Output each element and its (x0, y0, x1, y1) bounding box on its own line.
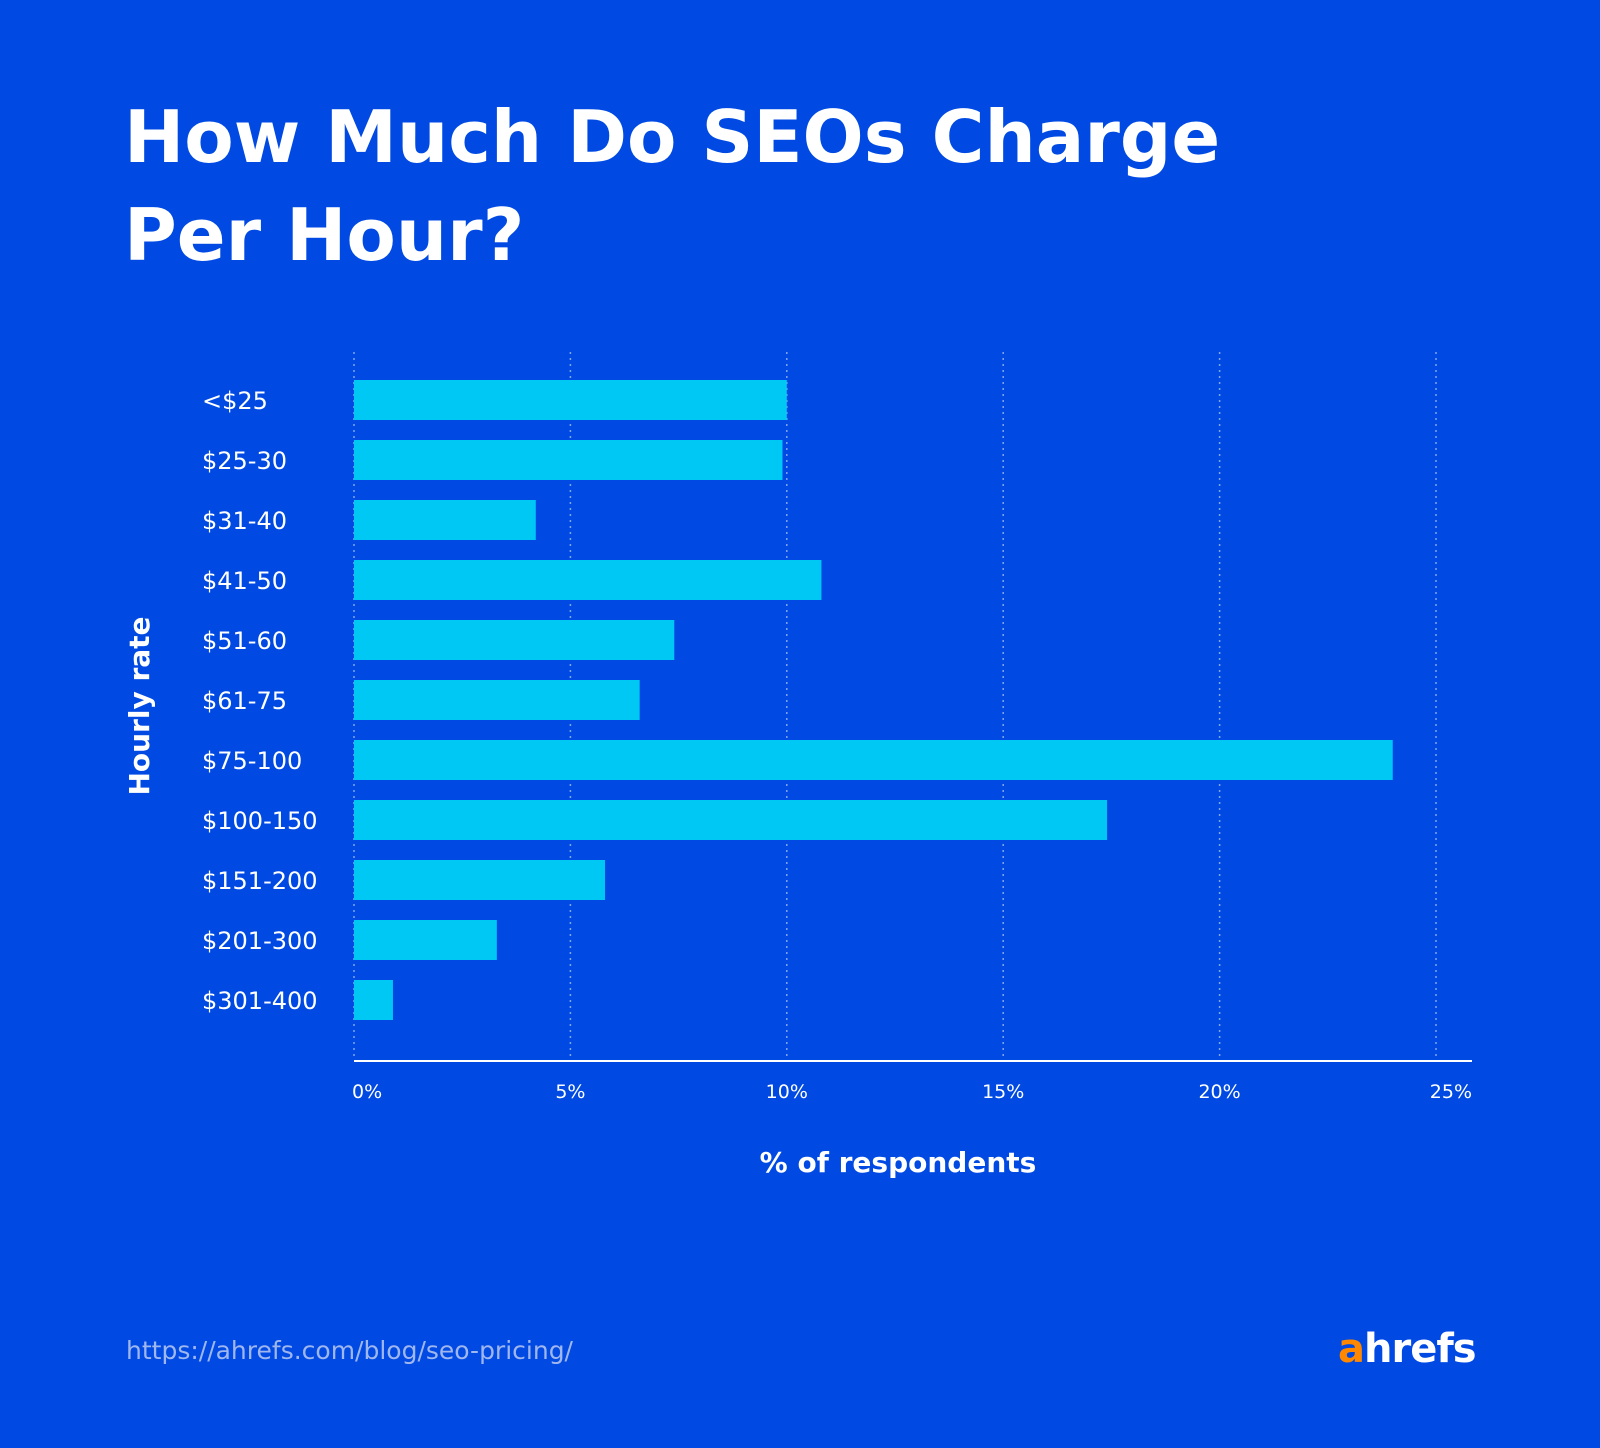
bar (354, 560, 822, 600)
bar (354, 380, 787, 420)
category-label: $61-75 (202, 687, 287, 715)
category-label: $31-40 (202, 507, 287, 535)
category-label: $41-50 (202, 567, 287, 595)
bar (354, 980, 393, 1020)
bar (354, 860, 606, 900)
x-tick-label: 5% (555, 1081, 585, 1103)
logo-wordmark: hrefs (1364, 1326, 1477, 1372)
chart-title: How Much Do SEOs Charge Per Hour? (124, 95, 1221, 277)
category-label: $151-200 (202, 867, 318, 895)
x-tick-label: 0% (352, 1081, 382, 1103)
category-label: $25-30 (202, 447, 287, 475)
bar (354, 920, 497, 960)
x-tick-label: 10% (766, 1081, 808, 1103)
category-label: $75-100 (202, 747, 302, 775)
category-labels: <$25 $25-30 $31-40 $41-50 $51-60 $61-75 $75-10… (202, 387, 318, 1015)
logo-accent-letter: a (1338, 1326, 1365, 1372)
bars (354, 380, 1393, 1020)
bar (354, 800, 1108, 840)
x-tick-label: 25% (1430, 1081, 1472, 1103)
source-url: https://ahrefs.com/blog/seo-pricing/ (126, 1336, 573, 1365)
bar (354, 740, 1393, 780)
y-axis-title: Hourly rate (123, 616, 156, 795)
bar (354, 440, 783, 480)
category-label: $301-400 (202, 987, 318, 1015)
x-tick-label: 20% (1198, 1081, 1240, 1103)
category-label: $51-60 (202, 627, 287, 655)
category-label: $100-150 (202, 807, 318, 835)
bar (354, 680, 640, 720)
x-axis-title: % of respondents (760, 1146, 1037, 1179)
category-label: <$25 (202, 387, 268, 415)
category-label: $201-300 (202, 927, 318, 955)
x-tick-label: 15% (982, 1081, 1024, 1103)
bar (354, 620, 675, 660)
bar (354, 500, 536, 540)
x-tick-labels: 0% 5% 10% 15% 20% 25% (352, 1081, 1472, 1103)
ahrefs-logo: ahrefs (1338, 1326, 1477, 1372)
